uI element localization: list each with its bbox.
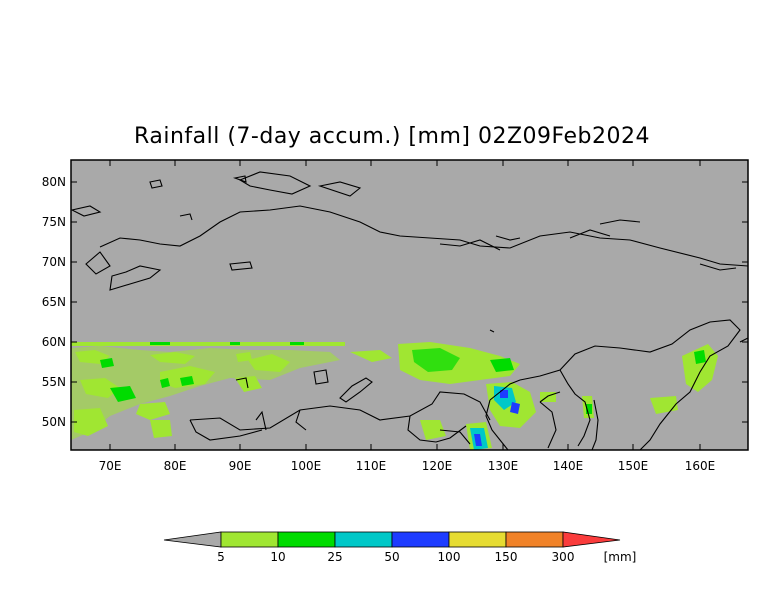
map-frame [70,159,749,451]
legend-label: 100 [438,550,461,564]
lat-label: 75N [42,215,66,229]
lon-label: 130E [488,459,519,473]
lon-label: 110E [356,459,387,473]
legend-label: 25 [327,550,342,564]
coastlines [70,171,749,451]
legend-swatch [220,531,279,548]
lat-label: 60N [42,335,66,349]
legend-label: 50 [384,550,399,564]
lon-label: 140E [553,459,584,473]
lat-label: 55N [42,375,66,389]
lat-label: 50N [42,415,66,429]
lon-label: 90E [229,459,252,473]
legend-swatch [334,531,393,548]
legend-unit: [mm] [604,550,637,564]
lat-label: 65N [42,295,66,309]
lon-label: 120E [422,459,453,473]
legend-over-triangle [562,531,621,548]
axis-ticks [71,160,748,450]
lon-label: 150E [618,459,649,473]
lat-label: 70N [42,255,66,269]
rainfall-patches [71,342,718,450]
lon-label: 160E [685,459,716,473]
legend-label: 300 [552,550,575,564]
color-legend [163,531,621,548]
lon-label: 70E [99,459,122,473]
legend-label: 150 [495,550,518,564]
map-area [71,160,748,450]
lon-label: 80E [164,459,187,473]
legend-swatch [277,531,336,548]
legend-label: 10 [270,550,285,564]
lat-label: 80N [42,175,66,189]
map-title: Rainfall (7-day accum.) [mm] 02Z09Feb202… [134,124,650,149]
legend-swatch [391,531,450,548]
legend-swatch [505,531,564,548]
lon-label: 100E [291,459,322,473]
legend-under-triangle [163,531,222,548]
legend-swatch [448,531,507,548]
legend-label: 5 [217,550,225,564]
